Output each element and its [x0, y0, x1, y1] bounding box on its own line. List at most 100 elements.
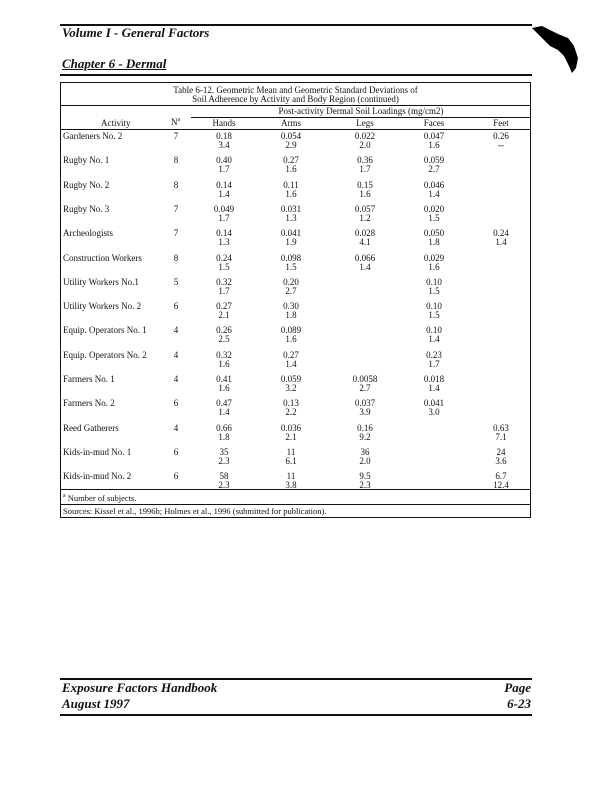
footer-page-number: 6-23 — [507, 696, 531, 711]
group-header: Post-activity Dermal Soil Loadings (mg/c… — [278, 106, 444, 116]
row-faces-gm: 0.029 — [423, 252, 445, 263]
row-activity: Archeologists — [63, 228, 113, 239]
row-n: 8 — [173, 252, 179, 263]
hand-icon — [532, 26, 578, 73]
row-feet-gm: 24 — [496, 446, 506, 457]
row-hands-gm: 0.26 — [216, 325, 232, 336]
row-hands-gm: 0.24 — [216, 252, 232, 263]
row-activity: Equip. Operators No. 1 — [63, 325, 147, 336]
row-faces-gsd: 1.7 — [428, 358, 440, 369]
row-legs-gm: 0.15 — [357, 179, 373, 190]
row-arms-gm: 0.13 — [283, 398, 299, 409]
table-title-line1: Table 6-12. Geometric Mean and Geometric… — [173, 85, 418, 95]
row-faces-gm: 0.059 — [423, 155, 445, 166]
row-hands-gsd: 1.7 — [218, 164, 230, 175]
row-hands-gsd: 1.5 — [218, 261, 230, 272]
row-feet-gm: 0.24 — [493, 228, 509, 239]
row-arms-gm: 0.27 — [283, 155, 299, 166]
row-feet-gm: 0.63 — [493, 422, 509, 433]
row-arms-gsd: 1.6 — [285, 164, 297, 175]
row-legs-gsd: 2.0 — [359, 455, 371, 466]
row-faces-gm: 0.10 — [426, 301, 442, 312]
row-arms-gsd: 3.2 — [285, 383, 297, 393]
row-legs-gsd: 1.6 — [359, 188, 371, 199]
row-arms-gm: 0.27 — [283, 349, 299, 360]
row-arms-gsd: 2.9 — [285, 140, 297, 150]
footer-top-rule — [60, 678, 532, 680]
row-activity: Farmers No. 1 — [63, 374, 115, 384]
row-hands-gm: 0.66 — [216, 422, 232, 433]
row-n: 6 — [173, 301, 179, 312]
row-arms-gm: 0.30 — [283, 301, 299, 312]
title-rule — [61, 105, 530, 107]
row-hands-gsd: 2.3 — [218, 480, 230, 491]
footer-page-label: Page — [504, 680, 531, 695]
row-n: 6 — [173, 471, 179, 482]
row-faces-gsd: 1.5 — [428, 212, 440, 223]
header-bottom-rule — [60, 74, 532, 76]
row-hands-gm: 0.40 — [216, 155, 232, 166]
row-legs-gm: 0.066 — [354, 252, 376, 263]
row-legs-gsd: 2.0 — [359, 140, 371, 150]
row-faces-gm: 0.050 — [423, 228, 445, 239]
row-legs-gm: 0.16 — [357, 422, 373, 433]
row-arms-gsd: 1.8 — [285, 310, 297, 321]
row-feet-gsd: 3.6 — [495, 455, 507, 466]
row-arms-gsd: 1.4 — [285, 358, 297, 369]
row-arms-gm: 0.054 — [280, 131, 302, 141]
row-legs-gsd: 4.1 — [359, 237, 371, 248]
row-n: 4 — [173, 349, 179, 360]
row-n: 4 — [173, 374, 179, 384]
row-arms-gm: 11 — [286, 446, 296, 457]
row-activity: Construction Workers — [63, 252, 142, 263]
col-header-hands: Hands — [212, 118, 236, 128]
row-feet-gsd: 7.1 — [495, 431, 507, 442]
row-hands-gm: 0.14 — [216, 228, 232, 239]
footer-title: Exposure Factors Handbook — [62, 680, 218, 695]
row-feet-gm: 6.7 — [495, 471, 507, 482]
footnote-marker: a — [177, 117, 181, 123]
row-faces-gm: 0.10 — [426, 276, 442, 287]
row-hands-gsd: 1.3 — [218, 237, 230, 248]
row-faces-gsd: 1.4 — [428, 188, 440, 199]
row-faces-gm: 0.046 — [423, 179, 445, 190]
row-hands-gm: 0.27 — [216, 301, 232, 312]
row-hands-gsd: 1.4 — [218, 407, 230, 418]
row-legs-gm: 0.057 — [354, 203, 376, 214]
col-header-activity: Activity — [101, 118, 131, 128]
row-n: 8 — [173, 179, 179, 190]
row-activity: Rugby No. 1 — [63, 155, 110, 166]
row-faces-gsd: 1.8 — [428, 237, 440, 248]
header-rule — [61, 129, 530, 131]
row-arms-gsd: 1.5 — [285, 261, 297, 272]
row-faces-gsd: 1.4 — [428, 383, 440, 393]
row-activity: Equip. Operators No. 2 — [63, 349, 147, 360]
row-hands-gsd: 3.4 — [218, 140, 230, 150]
col-header-legs: Legs — [356, 118, 374, 128]
row-activity: Reed Gatherers — [63, 422, 119, 433]
row-activity: Utility Workers No.1 — [63, 276, 139, 287]
footer-bottom-rule — [60, 714, 532, 716]
row-faces-gsd: 1.5 — [428, 285, 440, 296]
row-arms-gm: 0.11 — [283, 179, 299, 190]
footnote-text: Number of subjects. — [67, 493, 137, 503]
footnote-mark: a — [63, 493, 66, 500]
row-legs-gsd: 2.7 — [359, 383, 371, 393]
row-hands-gm: 0.41 — [216, 374, 232, 384]
row-legs-gm: 0.36 — [357, 155, 373, 166]
row-hands-gsd: 1.4 — [218, 188, 230, 199]
row-arms-gm: 0.031 — [280, 203, 302, 214]
row-arms-gsd: 1.3 — [285, 212, 297, 223]
row-arms-gsd: 2.7 — [285, 285, 297, 296]
row-arms-gm: 11 — [286, 471, 296, 482]
chapter-title: Chapter 6 - Dermal — [62, 56, 167, 71]
row-faces-gm: 0.23 — [426, 349, 442, 360]
row-legs-gsd: 2.3 — [359, 480, 371, 491]
row-n: 8 — [173, 155, 179, 166]
row-legs-gm: 36 — [360, 446, 370, 457]
col-header-feet: Feet — [493, 118, 509, 128]
row-faces-gm: 0.018 — [423, 374, 445, 384]
row-arms-gm: 0.041 — [280, 228, 302, 239]
row-arms-gsd: 3.8 — [285, 480, 297, 491]
row-faces-gm: 0.10 — [426, 325, 442, 336]
